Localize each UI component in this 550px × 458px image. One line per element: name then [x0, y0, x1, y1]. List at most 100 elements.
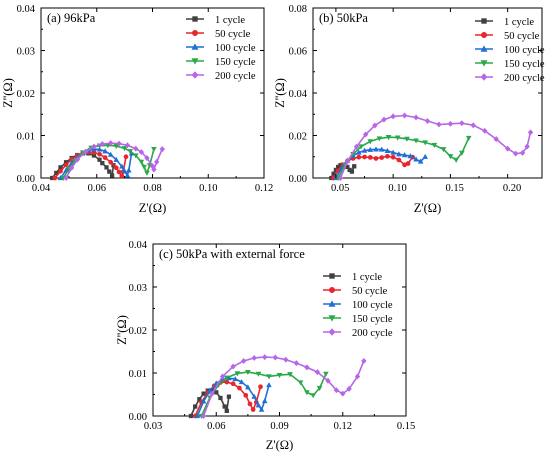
data-marks-a	[50, 16, 204, 181]
y-tick-label: 0.01	[129, 369, 147, 380]
data-point	[362, 131, 369, 138]
legend-swatch-marker	[191, 71, 199, 79]
data-point	[367, 146, 374, 152]
y-tick-label: 0.08	[289, 4, 307, 15]
data-point	[102, 148, 108, 154]
data-point	[367, 139, 374, 145]
data-point	[209, 390, 215, 397]
data-point	[255, 371, 262, 377]
data-point	[276, 373, 283, 379]
data-point	[255, 402, 262, 408]
data-point	[381, 116, 387, 123]
data-point	[352, 164, 357, 169]
axis-ticks-b	[313, 7, 542, 179]
data-point	[316, 385, 323, 391]
data-point	[337, 175, 344, 181]
data-point	[240, 357, 247, 364]
y-tick-label: 0.06	[289, 47, 307, 58]
y-tick-label: 0.00	[129, 412, 147, 423]
x-tick-label: 0.06	[88, 183, 106, 194]
data-point	[125, 167, 132, 173]
data-point	[413, 138, 419, 144]
data-point	[355, 149, 362, 155]
data-point	[123, 154, 129, 160]
data-point	[379, 155, 385, 160]
data-point	[333, 387, 340, 394]
data-point	[293, 360, 300, 367]
data-point	[97, 151, 102, 157]
data-point	[512, 150, 519, 157]
data-point	[144, 155, 150, 162]
legend-label: 100 cycle	[504, 45, 545, 56]
data-point	[251, 393, 258, 399]
legend-swatch	[475, 60, 493, 67]
legend-label: 1 cycle	[504, 17, 534, 28]
data-point	[297, 380, 304, 386]
legend-swatch-marker	[191, 43, 199, 50]
panel-b: 0.05 0.10 0.15 0.20 0.00 0.02 0.04 0.06 …	[273, 4, 545, 215]
data-point	[258, 406, 265, 412]
data-point	[245, 369, 251, 376]
data-point	[323, 371, 329, 377]
data-point	[247, 401, 253, 407]
y-tick-label: 0.03	[129, 283, 147, 294]
data-point	[151, 146, 157, 153]
data-point	[193, 404, 198, 409]
legend-label: 1 cycle	[215, 15, 245, 26]
legend-swatch-marker	[192, 16, 198, 22]
legend-swatch-marker	[192, 29, 199, 36]
data-point	[401, 152, 408, 158]
series-5	[63, 140, 165, 181]
panel-c: 0.03 0.06 0.09 0.12 0.15 0.00 0.01 0.02 …	[115, 240, 415, 452]
y-tick-label: 0.00	[17, 174, 35, 185]
data-point	[218, 395, 223, 401]
data-point	[453, 157, 459, 163]
legend-swatch	[186, 16, 204, 22]
legend-swatch-marker	[480, 60, 488, 67]
legend-a: 1 cycle 50 cycle 100 cycle 150 cycle 200…	[215, 15, 256, 82]
data-point	[258, 384, 263, 390]
data-point	[361, 147, 368, 153]
series-line	[339, 114, 532, 179]
data-point	[52, 175, 58, 181]
data-point	[251, 354, 257, 361]
data-point	[422, 140, 429, 146]
data-point	[250, 407, 256, 412]
series-line	[335, 148, 426, 179]
x-tick-label: 0.05	[331, 183, 349, 194]
legend-swatch	[186, 29, 204, 36]
data-point	[527, 129, 534, 136]
data-point	[404, 136, 410, 142]
x-tick-label: 0.08	[143, 183, 161, 194]
series-5	[337, 112, 534, 181]
legend-swatch-marker	[329, 273, 335, 279]
data-point	[353, 143, 360, 150]
legend-label: 150 cycle	[215, 57, 256, 68]
series-4	[335, 135, 472, 181]
data-point	[99, 141, 106, 147]
legend-c: 1 cycle 50 cycle 100 cycle 150 cycle 200…	[352, 272, 393, 339]
data-point	[109, 173, 115, 178]
legend-swatch-marker	[328, 315, 336, 322]
data-point	[97, 157, 102, 162]
data-point	[407, 153, 414, 159]
data-point	[262, 354, 268, 361]
data-point	[524, 143, 530, 150]
data-point	[367, 155, 373, 160]
data-point	[113, 143, 120, 150]
data-point	[234, 371, 241, 377]
legend-label: 200 cycle	[215, 71, 256, 82]
series-3	[194, 375, 272, 419]
data-point	[482, 127, 488, 134]
data-point	[504, 145, 511, 152]
y-tick-label: 0.04	[289, 89, 308, 100]
legend-swatch	[475, 45, 493, 52]
legend-swatch	[323, 300, 341, 307]
x-tick-label: 0.03	[144, 421, 162, 432]
data-point	[346, 385, 352, 392]
legend-swatch-marker	[481, 18, 487, 24]
data-point	[121, 146, 128, 152]
legend-swatch-marker	[191, 58, 199, 65]
data-point	[58, 168, 63, 174]
data-point	[424, 118, 431, 125]
